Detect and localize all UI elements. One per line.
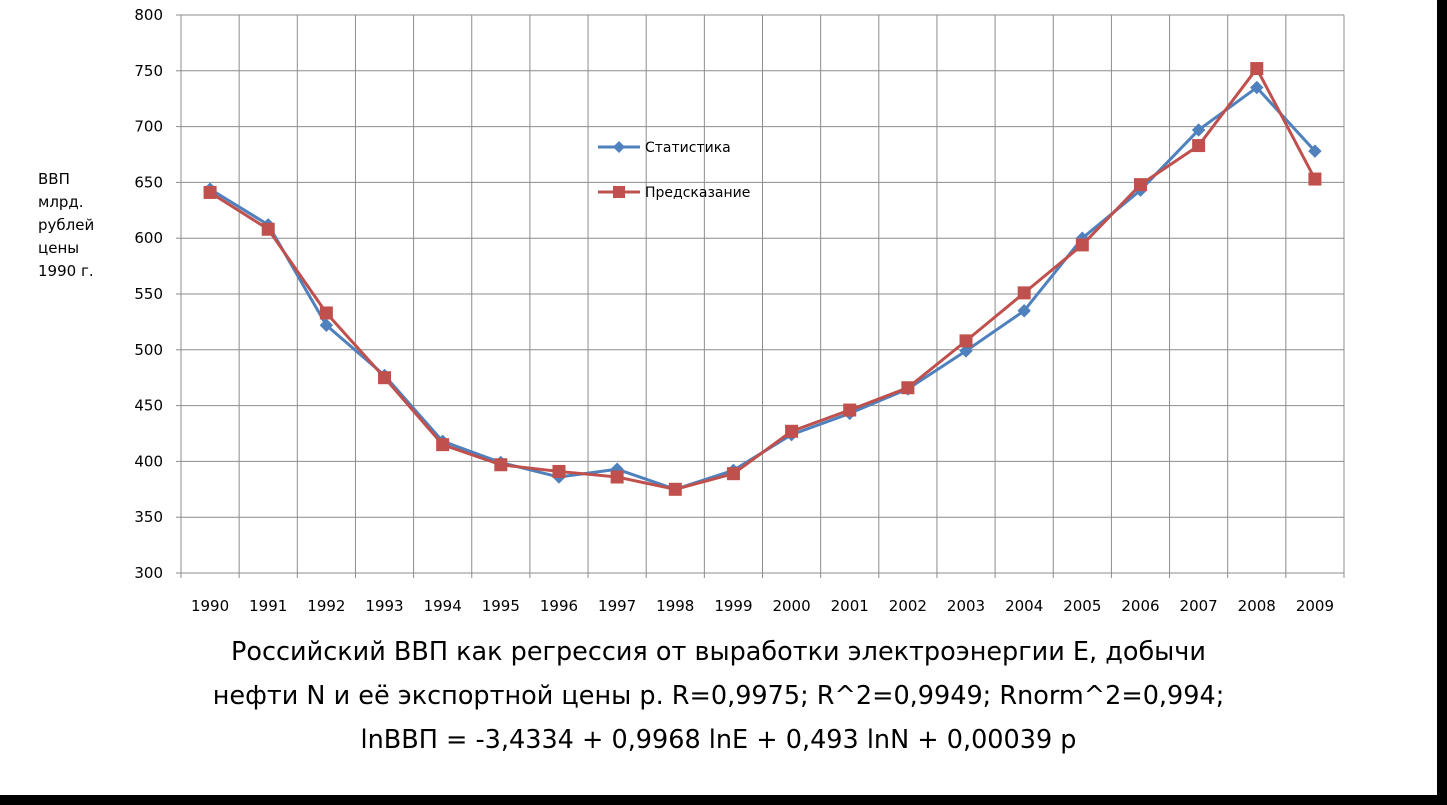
chart-caption: Российский ВВП как регрессия от выработк… <box>0 630 1437 762</box>
x-tick-label: 1997 <box>598 597 636 615</box>
data-point <box>436 438 450 452</box>
data-point <box>1308 172 1322 186</box>
y-axis-label: ВВП млрд. рублей цены 1990 г. <box>38 168 94 283</box>
legend-marker <box>613 141 625 153</box>
y-tick-label: 400 <box>134 452 163 470</box>
data-point <box>494 458 508 472</box>
y-tick-label: 750 <box>134 62 163 80</box>
x-tick-label: 1993 <box>365 597 403 615</box>
data-point <box>552 464 566 478</box>
data-point <box>1075 238 1089 252</box>
x-tick-label: 2009 <box>1296 597 1334 615</box>
legend-marker <box>613 186 625 198</box>
data-point <box>668 482 682 496</box>
data-point <box>203 185 217 199</box>
data-point <box>319 318 334 332</box>
x-tick-label: 1990 <box>191 597 229 615</box>
y-tick-label: 700 <box>134 118 163 136</box>
y-tick-label: 800 <box>134 6 163 24</box>
data-point <box>785 424 799 438</box>
y-tick-label: 450 <box>134 397 163 415</box>
x-tick-label: 1996 <box>540 597 578 615</box>
grid <box>176 14 1345 578</box>
caption-line-1: Российский ВВП как регрессия от выработк… <box>231 637 1206 667</box>
data-point <box>319 306 333 320</box>
y-axis-label-line: цены <box>38 239 80 257</box>
x-tick-label: 2006 <box>1121 597 1159 615</box>
y-tick-label: 600 <box>134 229 163 247</box>
data-point <box>1133 178 1147 192</box>
x-tick-label: 2008 <box>1238 597 1276 615</box>
x-tick-label: 2000 <box>772 597 810 615</box>
y-tick-label: 500 <box>134 341 163 359</box>
series-2 <box>203 62 1322 496</box>
legend-label: Статистика <box>645 140 731 156</box>
data-point <box>1250 62 1264 76</box>
data-point <box>959 344 973 358</box>
x-tick-label: 2003 <box>947 597 985 615</box>
y-axis-label-line: ВВП <box>38 170 70 188</box>
data-point <box>1192 139 1206 153</box>
caption-line-2: нефти N и её экспортной цены p. R=0,9975… <box>212 681 1225 711</box>
data-point <box>1017 286 1031 300</box>
data-point <box>901 381 915 395</box>
data-point <box>1308 144 1322 158</box>
y-tick-label: 350 <box>134 508 163 526</box>
data-point <box>1191 123 1206 137</box>
caption-line-3: lnВВП = -3,4334 + 0,9968 lnE + 0,493 lnN… <box>360 725 1077 755</box>
data-point <box>959 334 973 348</box>
legend-label: Предсказание <box>645 185 750 201</box>
x-axis-ticks: 1990 1991 1992 1993 1994 1995 1996 1997 1998 1999… <box>191 597 1334 615</box>
y-tick-label: 650 <box>134 173 163 191</box>
x-tick-label: 1994 <box>424 597 462 615</box>
y-axis-label-line: 1990 г. <box>38 262 94 280</box>
x-tick-label: 2004 <box>1005 597 1043 615</box>
y-tick-label: 550 <box>134 285 163 303</box>
data-point <box>378 371 392 385</box>
x-tick-label: 2007 <box>1180 597 1218 615</box>
x-tick-label: 1998 <box>656 597 694 615</box>
data-point <box>843 403 857 417</box>
legend: Статистика Предсказание <box>598 140 750 201</box>
data-point <box>1250 80 1264 95</box>
x-tick-label: 1992 <box>307 597 345 615</box>
y-axis-label-line: млрд. <box>38 193 84 211</box>
y-axis-label-line: рублей <box>38 216 95 234</box>
x-tick-label: 2001 <box>831 597 869 615</box>
series-group <box>203 62 1322 497</box>
y-tick-label: 300 <box>134 564 163 582</box>
y-axis-ticks: 300 350 400 450 500 550 600 650 700 750 800 <box>134 6 163 582</box>
x-tick-label: 2005 <box>1063 597 1101 615</box>
x-tick-label: 2002 <box>889 597 927 615</box>
data-point <box>261 222 275 236</box>
data-point <box>726 467 740 481</box>
x-tick-label: 1999 <box>714 597 752 615</box>
series-line <box>209 67 1317 491</box>
data-point <box>610 470 624 484</box>
x-tick-label: 1995 <box>482 597 520 615</box>
x-tick-label: 1991 <box>249 597 287 615</box>
data-point <box>1017 304 1031 318</box>
